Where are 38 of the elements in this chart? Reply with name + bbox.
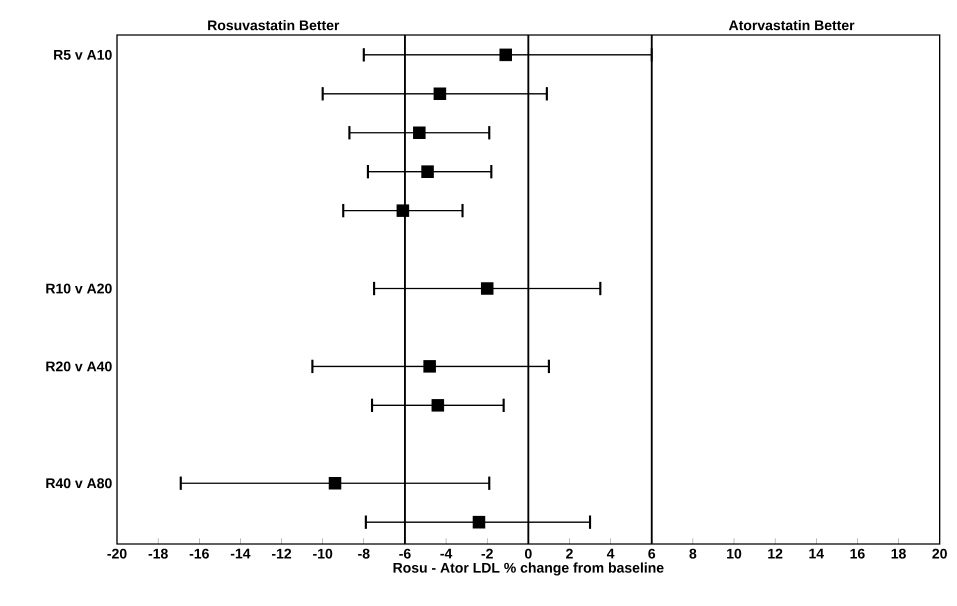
point xyxy=(434,88,446,100)
y-tick-label: R10 v A20 xyxy=(46,284,112,294)
x-tick-label: -4 xyxy=(440,548,452,558)
text: Rosuvastatin Better xyxy=(208,20,340,30)
x-tick-label: -6 xyxy=(399,548,411,559)
y-tick-label: R20 v A40 xyxy=(46,361,112,372)
x-tick-label: -14 xyxy=(230,548,250,558)
point xyxy=(421,165,434,178)
x-tick-label: 0 xyxy=(524,548,532,559)
x-tick-label: -2 xyxy=(482,548,493,558)
point xyxy=(480,282,494,295)
x-tick-label: 18 xyxy=(892,548,906,559)
x-tick-label: 12 xyxy=(768,548,782,558)
point xyxy=(396,204,410,217)
x-tick-label: 20 xyxy=(932,548,947,559)
point xyxy=(413,126,426,140)
x-tick-label: 6 xyxy=(648,548,656,559)
point xyxy=(328,476,342,490)
x-tick-label: -18 xyxy=(148,548,168,559)
x-tick-label: 10 xyxy=(727,548,742,559)
x-tick-label: -8 xyxy=(358,548,370,559)
x-tick-label: 16 xyxy=(850,548,865,559)
point xyxy=(423,360,436,373)
point xyxy=(472,516,486,528)
y-tick-label: R40 v A80 xyxy=(46,478,112,488)
x-tick-label: -12 xyxy=(272,548,292,558)
x-tick-label: 8 xyxy=(689,548,696,559)
x-tick-label: -20 xyxy=(107,548,127,559)
x-tick-label: -16 xyxy=(190,548,209,559)
x-tick-label: 14 xyxy=(809,548,824,558)
y-tick-label: R5 v A10 xyxy=(54,50,112,60)
point xyxy=(499,48,512,62)
text: Atorvastatin Better xyxy=(728,20,854,30)
x-tick-label: 4 xyxy=(606,548,614,558)
x-axis-title: Rosu - Ator LDL % change from baseline xyxy=(394,562,664,576)
x-tick-label: -10 xyxy=(313,548,332,559)
x-tick-label: 2 xyxy=(566,548,573,558)
point xyxy=(432,399,444,412)
